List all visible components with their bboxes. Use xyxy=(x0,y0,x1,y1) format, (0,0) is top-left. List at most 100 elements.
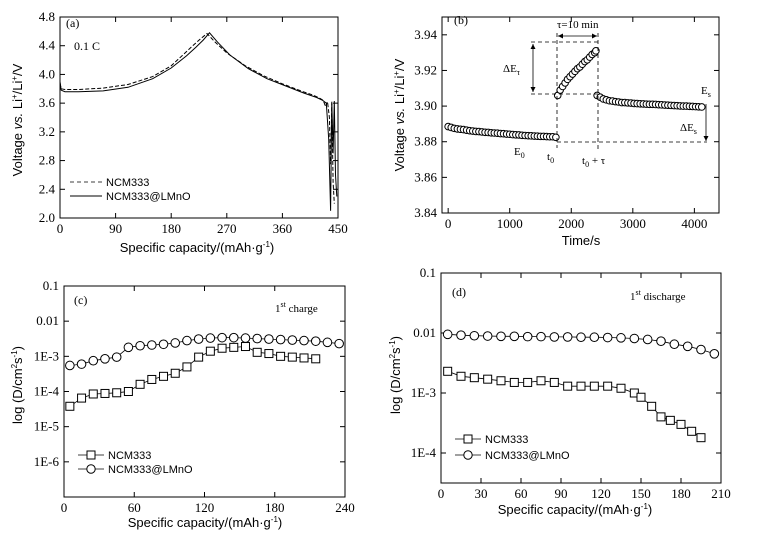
data-point-ncm333 xyxy=(496,376,506,386)
x-tick-label: 450 xyxy=(328,221,348,236)
x-tick-label: 90 xyxy=(555,486,568,501)
data-point-ncm333-lmno xyxy=(158,339,169,350)
data-point-ncm333-lmno xyxy=(264,334,274,344)
panel-d-xlabel: Specific capacity/(mAh·g-1) xyxy=(498,502,653,517)
x-tick-label: 0 xyxy=(61,500,68,515)
data-point-ncm333-lmno xyxy=(642,334,653,345)
data-point-ncm333-lmno xyxy=(549,332,560,342)
y-tick-label: 4.8 xyxy=(39,9,55,24)
data-point-ncm333-lmno xyxy=(322,337,333,348)
panel-c-annotation: 1st charge xyxy=(275,300,318,315)
tau-label: τ=10 min xyxy=(557,19,599,31)
data-point-ncm333-lmno xyxy=(100,354,110,364)
panel-b-plot: 0 1000 2000 3000 4000 3.84 3.86 3.88 3.90 3.92 3.9… xyxy=(414,16,720,231)
x-tick-label: 4000 xyxy=(681,216,707,231)
data-point-ncm333 xyxy=(536,376,546,386)
series-line-ncm333 xyxy=(69,346,316,407)
data-point-ncm333-lmno xyxy=(240,333,251,343)
panel-c-plot: 0 60 120 180 240 0.1 0.01 1E-3 1E-4 1E-5 1E-6 xyxy=(34,278,355,515)
data-point-ncm333-lmno xyxy=(275,334,286,345)
x-tick-label: 30 xyxy=(475,486,488,501)
data-point-ncm333 xyxy=(636,392,646,402)
data-point-ncm333-lmno xyxy=(482,331,493,341)
data-point-ncm333 xyxy=(112,388,122,398)
data-point-ncm333-lmno xyxy=(629,333,640,344)
series-line-ncm333 xyxy=(60,32,335,204)
y-tick-label: 1E-5 xyxy=(34,419,59,434)
data-point-ncm333-lmno xyxy=(682,341,693,352)
legend-square-marker xyxy=(463,434,473,444)
delta-e-tau-arrowheads xyxy=(530,44,536,92)
data-point-ncm333-lmno xyxy=(536,331,546,342)
data-point-ncm333 xyxy=(194,352,204,362)
y-tick-label: 4.0 xyxy=(39,66,55,81)
data-point-ncm333 xyxy=(287,352,297,362)
x-tick-label: 3000 xyxy=(620,216,646,231)
data-point-ncm333 xyxy=(264,349,274,359)
x-tick-label: 60 xyxy=(515,486,528,501)
data-point-ncm333-lmno xyxy=(442,329,453,340)
data-point-ncm333-lmno xyxy=(170,338,181,348)
data-point-ncm333-lmno xyxy=(522,331,533,342)
t0-tau-label: t0 + τ xyxy=(582,155,606,169)
data-point-ncm333-lmno xyxy=(656,336,666,347)
data-point-ncm333 xyxy=(100,388,110,398)
data-point-ncm333 xyxy=(523,377,533,387)
y-tick-label: 3.92 xyxy=(414,62,437,77)
data-point-ncm333 xyxy=(147,374,157,384)
data-point-ncm333 xyxy=(549,377,559,387)
data-point-ncm333-lmno xyxy=(111,352,122,362)
data-point-ncm333-lmno xyxy=(287,335,298,345)
y-tick-label: 3.2 xyxy=(39,124,55,139)
panel-b-label: (b) xyxy=(454,13,468,27)
legend-label-ncm333-lmno: NCM333@LMnO xyxy=(485,450,570,462)
data-point-ncm333-lmno xyxy=(205,333,216,343)
x-tick-label: 1000 xyxy=(497,216,523,231)
data-point-ncm333-lmno xyxy=(616,333,626,343)
panel-a-annotation: 0.1 C xyxy=(74,39,100,53)
data-point-ncm333-lmno xyxy=(469,330,480,341)
legend-label-ncm333-lmno: NCM333@LMnO xyxy=(106,191,191,203)
data-point-ncm333 xyxy=(170,368,180,378)
data-point-ncm333 xyxy=(509,377,519,387)
panel-d-plot: 0 30 60 90 120 150 180 210 0.1 0.01 1E-3 1E-4 xyxy=(411,265,731,501)
data-point-ncm333-lmno xyxy=(589,332,600,343)
data-point-ncm333-lmno xyxy=(669,339,680,350)
data-layer xyxy=(60,32,338,211)
y-tick-label: 1E-4 xyxy=(411,445,437,460)
y-tick-label: 4.4 xyxy=(39,38,56,53)
panel-c-xlabel: Specific capacity/(mAh·g-1) xyxy=(128,515,283,530)
data-point-ncm333 xyxy=(687,426,697,436)
data-point-ncm333 xyxy=(656,412,666,422)
x-tick-label: 180 xyxy=(161,221,181,236)
x-tick-label: 2000 xyxy=(558,216,584,231)
panel-b-ylabel: Voltage vs. Li+/Li+/V xyxy=(392,58,407,171)
data-point-ncm333-lmno xyxy=(456,330,466,340)
panel-d-legend: NCM333 NCM333@LMnO xyxy=(455,434,570,462)
axes-frame xyxy=(59,16,339,219)
axes-frame xyxy=(441,16,720,214)
panel-a-plot: 0 90 180 270 360 450 2.0 2.4 2.8 3.2 3.6 4.0 4.4 4.8 xyxy=(39,9,348,236)
data-point-ncm333 xyxy=(159,371,169,381)
es-label: Es xyxy=(701,85,711,99)
delta-e-tau-label: ΔEτ xyxy=(503,63,521,77)
y-tick-label: 3.90 xyxy=(414,98,437,113)
legend-circle-marker xyxy=(86,464,96,474)
data-point-ncm333 xyxy=(182,362,192,372)
data-point-ncm333-lmno xyxy=(193,334,204,344)
y-tick-label: 1E-6 xyxy=(34,454,60,469)
data-point-ncm333-lmno xyxy=(147,340,157,350)
y-tick-label: 3.86 xyxy=(414,169,437,184)
y-tick-label: 1E-3 xyxy=(411,385,436,400)
data-point-voltage xyxy=(592,47,600,55)
data-point-ncm333 xyxy=(576,381,586,391)
data-point-ncm333-lmno xyxy=(562,332,573,342)
panel-a-xlabel: Specific capacity/(mAh·g-1) xyxy=(120,240,275,255)
series-line-ncm333 xyxy=(447,370,702,439)
data-point-ncm333 xyxy=(299,353,309,363)
data-point-ncm333 xyxy=(647,401,657,411)
x-tick-label: 270 xyxy=(217,221,237,236)
data-point-ncm333-lmno xyxy=(88,355,99,366)
panel-b-xlabel: Time/s xyxy=(562,233,601,248)
